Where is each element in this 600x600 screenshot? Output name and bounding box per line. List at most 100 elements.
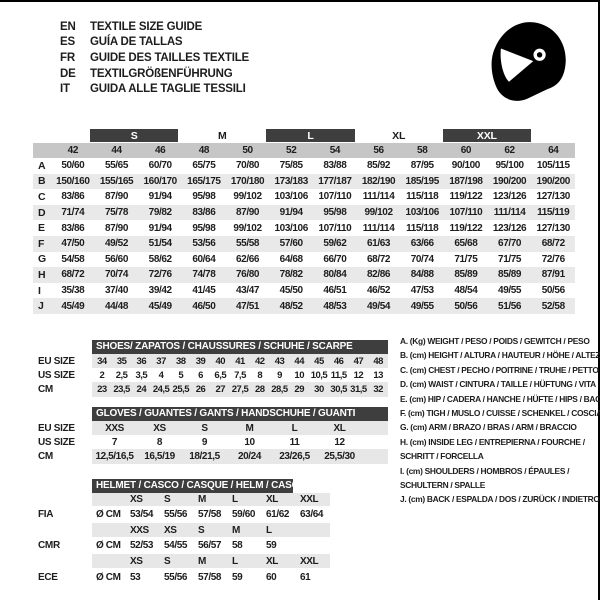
- value-cell: 105/115: [536, 160, 570, 172]
- value-cell: 31,5: [350, 384, 367, 395]
- textile-row-H: H 68/72 70/74 72/76 74/78 76/80 78/82 80/84 82/8…: [33, 267, 575, 283]
- value-cell: 24: [136, 384, 147, 395]
- row-label: CM: [38, 384, 53, 395]
- row-cells: 23 23,5 24 24,5 25,5 26 27 27,5 28 28,5 29 30 30,5 31…: [92, 382, 388, 397]
- value-cell: 84/88: [410, 269, 434, 281]
- value-cell: 2: [99, 369, 105, 381]
- size-cell: 64: [548, 145, 559, 156]
- value-cell: 75/85: [279, 160, 303, 172]
- value-cell: 60/64: [192, 253, 216, 265]
- value-cell: 49/54: [367, 300, 391, 312]
- legend-line: H. (cm) INSIDE LEG / ENTREPIERNA / FOURC…: [400, 436, 585, 447]
- helmet-sizes-row-cmr: XXS XS S M L: [38, 523, 330, 537]
- row-cm: CM 12,5/16,5 16,5/19 18/21,5 20/24 23/26,5 25,…: [38, 449, 388, 464]
- size-cell: 56: [373, 145, 384, 156]
- value-cell: 54/58: [61, 253, 85, 265]
- value-cell: 45/49: [148, 300, 172, 312]
- value-cell: 47: [353, 355, 364, 367]
- value-cell: 107/110: [318, 222, 352, 234]
- gloves-rows: EU SIZE XXS XS S M L XL US SIZE 7 8 9 10 11 12 CM 12,5/…: [38, 421, 388, 464]
- value-cell: 53/54: [130, 509, 154, 520]
- value-cell: 78/82: [279, 269, 303, 281]
- value-cell: 4: [158, 369, 164, 381]
- helmet-size-table: HELMET / CASCO / CASQUE / HELM / CASCO X…: [38, 479, 330, 587]
- value-cell: 43: [274, 355, 285, 367]
- helmet-rows: XS S M L XL XXL FIA Ø CM 53/54 55/56 57/58 59/60 61/…: [38, 493, 330, 587]
- language-title: GUÍA DE TALLAS: [90, 36, 183, 49]
- value-cell: 190/200: [536, 175, 571, 187]
- row-letter: H: [38, 268, 46, 281]
- size-cell: L: [232, 555, 238, 567]
- value-cell: 155/165: [99, 175, 134, 187]
- value-cell: 85/89: [454, 269, 478, 281]
- value-cell: XXS: [105, 422, 124, 434]
- size-cell: 42: [67, 145, 79, 156]
- gloves-table-title: GLOVES / GUANTES / GANTS / HANDSCHUHE / …: [92, 407, 388, 421]
- value-cell: XS: [153, 422, 166, 434]
- row-eu-size: EU SIZE 34 35 36 37 38 39 40 41 42 43 44 45 46 47 48: [38, 354, 388, 368]
- language-row: ES GUÍA DE TALLAS: [60, 35, 249, 51]
- size-cell: XL: [266, 555, 278, 567]
- value-cell: 20/24: [237, 451, 262, 462]
- size-cell: 48: [198, 145, 210, 156]
- value-cell: 72/76: [541, 253, 565, 265]
- value-cell: 87/91: [541, 269, 565, 281]
- value-cell: 79/82: [148, 207, 172, 219]
- row-cells: Ø CM 53/54 55/56 57/58 59/60 61/62 63/64: [92, 506, 330, 523]
- value-cell: 11,5: [330, 369, 347, 381]
- value-cell: 111/114: [362, 191, 395, 203]
- size-cell: XS: [164, 524, 177, 536]
- row-cells: XS S M L XL XXL: [92, 493, 330, 506]
- value-cell: 38: [176, 355, 186, 367]
- value-cell: 68/72: [367, 253, 391, 265]
- value-cell: 25,5: [172, 384, 190, 395]
- size-cell: XS: [130, 555, 143, 567]
- standard-label: CMR: [38, 540, 60, 551]
- value-cell: 50/60: [61, 160, 85, 172]
- row-letter: C: [38, 190, 46, 203]
- value-cell: 182/190: [361, 175, 396, 187]
- value-cell: 9: [277, 369, 282, 381]
- value-cell: 71/75: [454, 253, 478, 265]
- value-cell: 49/55: [498, 285, 522, 297]
- value-cell: 127/130: [536, 222, 571, 234]
- value-cell: 3,5: [135, 369, 148, 381]
- size-cell: M: [232, 524, 240, 536]
- textile-measurement-rows: A 50/60 55/65 60/70 65/75 70/80 75/85 83/88 85/9…: [33, 158, 575, 314]
- value-cell: 27,5: [231, 384, 249, 395]
- value-cell: 52/53: [130, 540, 154, 551]
- language-title-list: EN TEXTILE SIZE GUIDE ES GUÍA DE TALLAS FR GU…: [60, 19, 249, 97]
- row-letter: J: [38, 300, 44, 313]
- textile-row-B: B 150/160 155/165 160/170 165/175 170/180 173/…: [33, 173, 575, 190]
- value-cell: 61/62: [266, 509, 290, 520]
- value-cell: 74/78: [192, 269, 216, 281]
- value-cell: 36: [136, 355, 147, 367]
- textile-row-D: D 71/74 75/78 79/82 83/86 87/90 91/94 95/98 99/1…: [33, 204, 575, 221]
- size-cell: XXL: [300, 494, 319, 505]
- row-eu-size: EU SIZE XXS XS S M L XL: [38, 421, 388, 435]
- size-group-m: M: [218, 129, 227, 142]
- size-cell: 58: [417, 145, 428, 156]
- value-cell: 39/42: [148, 285, 172, 297]
- value-cell: 55/65: [104, 160, 129, 172]
- value-cell: 55/56: [164, 509, 188, 520]
- helmet-values-row-ece: ECE Ø CM 53 55/56 57/58 59 60 61: [38, 568, 330, 587]
- value-cell: 107/110: [318, 191, 352, 203]
- value-cell: 54/55: [164, 540, 188, 551]
- shoes-table-title: SHOES/ ZAPATOS / CHAUSSURES / SCHUHE / S…: [92, 340, 388, 354]
- row-cells: Ø CM 53 55/56 57/58 59 60 61: [92, 568, 330, 587]
- value-cell: 75/78: [104, 207, 129, 219]
- value-cell: 119/122: [449, 222, 483, 234]
- value-cell: 28,5: [271, 384, 288, 395]
- value-cell: 85/89: [498, 269, 522, 281]
- value-cell: 53: [130, 572, 141, 583]
- row-cells: 12,5/16,5 16,5/19 18/21,5 20/24 23/26,5 25,5/…: [92, 449, 388, 464]
- legend-line: D. (cm) WAIST / CINTURA / TAILLE / HÜFTU…: [400, 379, 596, 390]
- value-cell: 49/52: [104, 238, 129, 250]
- racing-helmet-icon: [482, 16, 572, 108]
- value-cell: 87/90: [104, 222, 129, 234]
- value-cell: 61/63: [367, 238, 391, 250]
- value-cell: 6,5: [214, 369, 227, 381]
- shoes-size-table: SHOES/ ZAPATOS / CHAUSSURES / SCHUHE / S…: [38, 340, 388, 397]
